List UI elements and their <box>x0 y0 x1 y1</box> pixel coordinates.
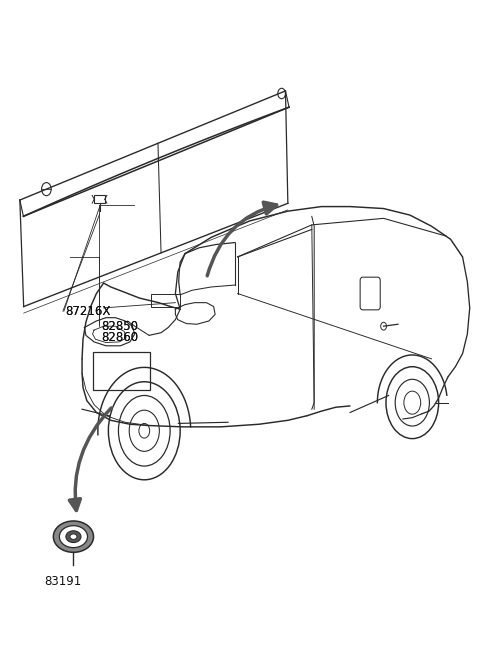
Text: 82860: 82860 <box>101 331 138 345</box>
Text: 87216X: 87216X <box>65 305 111 318</box>
Text: 82850: 82850 <box>101 320 138 333</box>
Ellipse shape <box>66 531 81 542</box>
Ellipse shape <box>60 526 87 548</box>
Text: 87216X: 87216X <box>65 305 111 318</box>
Ellipse shape <box>53 521 94 552</box>
Text: 83191: 83191 <box>44 574 82 588</box>
Text: 82860: 82860 <box>101 331 138 345</box>
Text: 82850: 82850 <box>101 320 138 333</box>
Ellipse shape <box>70 534 77 540</box>
